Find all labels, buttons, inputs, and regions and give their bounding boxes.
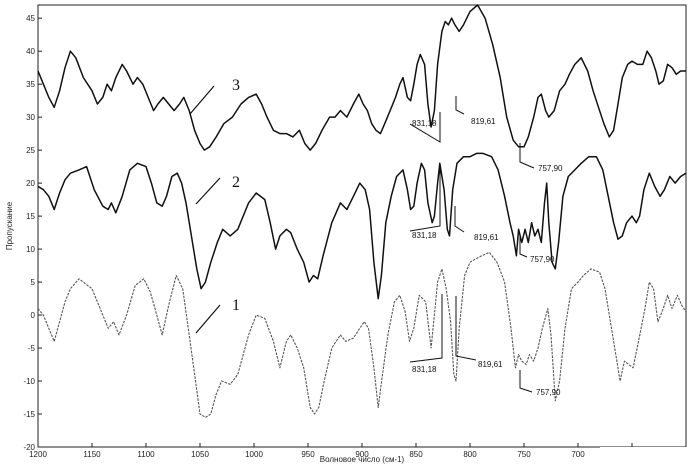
curve-label-leader <box>196 178 220 204</box>
peak-annotation-label: 831,18 <box>412 231 437 240</box>
x-tick-label: 1100 <box>137 450 155 459</box>
x-tick-label: 1000 <box>245 450 263 459</box>
series-group <box>38 5 686 417</box>
callout-group: 3 2 1 831,18 819,61 757,90 831,18 819,61 757,90 8… <box>190 77 563 397</box>
x-tick-label: 850 <box>409 450 423 459</box>
curve-label-leader <box>190 86 214 114</box>
y-tick-label: 35 <box>26 80 35 89</box>
curve-label-leader <box>196 305 220 333</box>
x-tick-label: 1050 <box>191 450 209 459</box>
bottom-right-blank <box>600 447 699 471</box>
y-tick-label: -15 <box>23 410 35 419</box>
plot-frame <box>38 5 686 447</box>
curve-label: 2 <box>232 174 240 191</box>
x-tick-label: 800 <box>463 450 477 459</box>
spectrum-line-3 <box>38 5 686 150</box>
y-tick-label: 15 <box>26 212 35 221</box>
y-tick-label: 20 <box>26 179 35 188</box>
peak-callout-leader <box>520 370 532 392</box>
peak-annotation-label: 831,18 <box>412 365 437 374</box>
x-tick-label: 1200 <box>29 450 47 459</box>
peak-annotation-label: 757,90 <box>530 255 555 264</box>
y-tick-label: 0 <box>31 311 36 320</box>
peak-callout-leader <box>456 296 476 360</box>
peak-annotation-label: 831,18 <box>412 119 437 128</box>
peak-callout-leader <box>456 96 464 114</box>
y-tick-label: 30 <box>26 113 35 122</box>
peak-annotation-label: 819,61 <box>474 233 499 242</box>
peak-callout-leader <box>455 206 464 232</box>
y-tick-label: -10 <box>23 377 35 386</box>
curve-label: 1 <box>232 297 240 314</box>
peak-annotation-label: 757,90 <box>538 164 563 173</box>
x-tick-label: 1150 <box>83 450 101 459</box>
x-axis-label: Волновое число (см-1) <box>320 455 405 464</box>
y-tick-label: 10 <box>26 245 35 254</box>
y-axis-ticks: -20-15-10-5051015202530354045 <box>23 14 42 452</box>
y-tick-label: 40 <box>26 47 35 56</box>
y-tick-label: -5 <box>28 344 36 353</box>
spectrum-line-1 <box>38 252 686 417</box>
x-tick-label: 700 <box>571 450 585 459</box>
peak-annotation-label: 819,61 <box>471 117 496 126</box>
y-tick-label: 5 <box>31 278 36 287</box>
spectrum-line-2 <box>38 153 686 298</box>
peak-annotation-label: 757,90 <box>536 388 561 397</box>
curve-label: 3 <box>232 77 240 94</box>
y-tick-label: 25 <box>26 146 35 155</box>
y-tick-label: 45 <box>26 14 35 23</box>
x-tick-label: 750 <box>517 450 531 459</box>
x-tick-label: 950 <box>301 450 315 459</box>
y-axis-label: Пропускание <box>5 201 14 250</box>
peak-annotation-label: 819,61 <box>478 360 503 369</box>
